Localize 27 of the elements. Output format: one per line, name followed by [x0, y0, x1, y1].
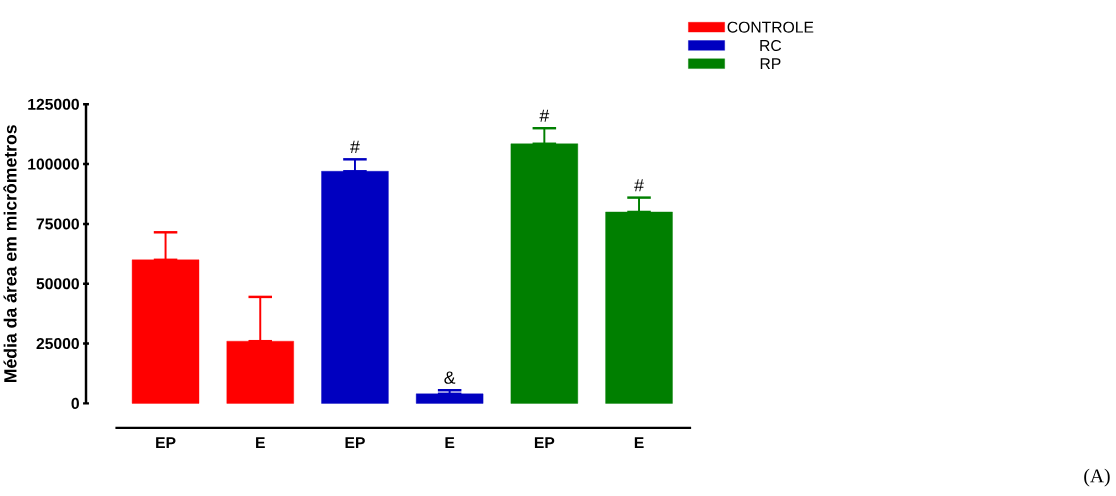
legend-label: CONTROLE: [727, 21, 814, 33]
text: (A): [1084, 468, 1110, 487]
data-label: #: [350, 140, 360, 153]
bar: [415, 393, 484, 404]
x-tick-label: E: [256, 437, 265, 449]
x-tick-label: E: [634, 437, 644, 449]
data-label: &: [444, 371, 456, 384]
y-tick-label: 100000: [28, 158, 79, 170]
y-tick-label: 125000: [28, 98, 79, 110]
legend-label: RC: [760, 40, 782, 52]
y-tick-label: 0: [71, 397, 79, 409]
x-tick-label: EP: [534, 437, 555, 449]
bar: [131, 259, 200, 404]
y-tick-label: 25000: [36, 338, 79, 350]
y-axis-title: Média da área em micrômetros: [3, 125, 17, 383]
bar: [605, 211, 673, 404]
x-tick-label: E: [445, 437, 455, 449]
y-tick-label: 75000: [36, 218, 79, 230]
legend-label: RP: [760, 58, 781, 70]
bar: [510, 143, 578, 404]
bar: [321, 171, 389, 404]
x-tick-label: EP: [156, 437, 176, 449]
y-tick-label: 50000: [36, 278, 79, 290]
data-label: #: [539, 109, 550, 122]
data-label: #: [634, 179, 644, 192]
bar: [226, 341, 294, 404]
x-tick-label: EP: [345, 437, 365, 449]
